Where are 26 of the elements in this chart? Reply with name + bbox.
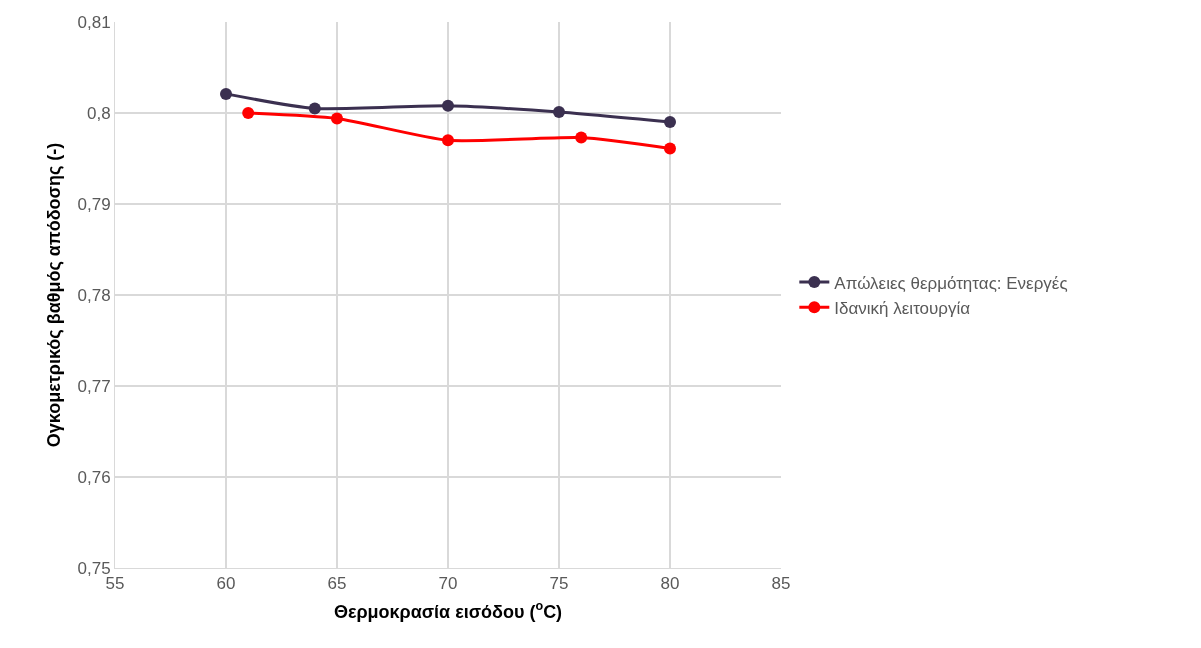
- x-axis-title: Θερμοκρασία εισόδου ($^{o}$C): [333, 598, 563, 622]
- y-tick-label: 0,79: [77, 194, 111, 214]
- point: [664, 142, 676, 155]
- point: [242, 107, 255, 119]
- y-tick-label: 0,81: [77, 12, 111, 32]
- y-axis-title: Ογκομετρικός βαθμός απόδοσης (-): [43, 142, 64, 448]
- y-tick-label: 0,76: [77, 467, 111, 487]
- legend-label: Απώλειες θερμότητας: Ενεργές: [834, 273, 1068, 293]
- point: [664, 116, 676, 129]
- x-tick-label: 70: [438, 574, 458, 594]
- x-tick-label: 75: [549, 574, 569, 594]
- legend-label: Ιδανική λειτουργία: [834, 298, 971, 318]
- point: [220, 87, 232, 100]
- point: [575, 131, 588, 144]
- y-tick-label: 0,77: [77, 376, 111, 396]
- x-tick-label: 65: [327, 574, 347, 594]
- x-tick-label: 80: [660, 574, 680, 594]
- x-tick-label: 85: [771, 574, 791, 594]
- point: [442, 134, 454, 147]
- point: [553, 106, 565, 119]
- point: [308, 102, 321, 115]
- point: [331, 112, 343, 125]
- x-tick-label: 60: [216, 574, 236, 594]
- y-tick-label: 0,8: [86, 103, 111, 123]
- y-tick-label: 0,78: [77, 285, 111, 305]
- point: [442, 99, 454, 112]
